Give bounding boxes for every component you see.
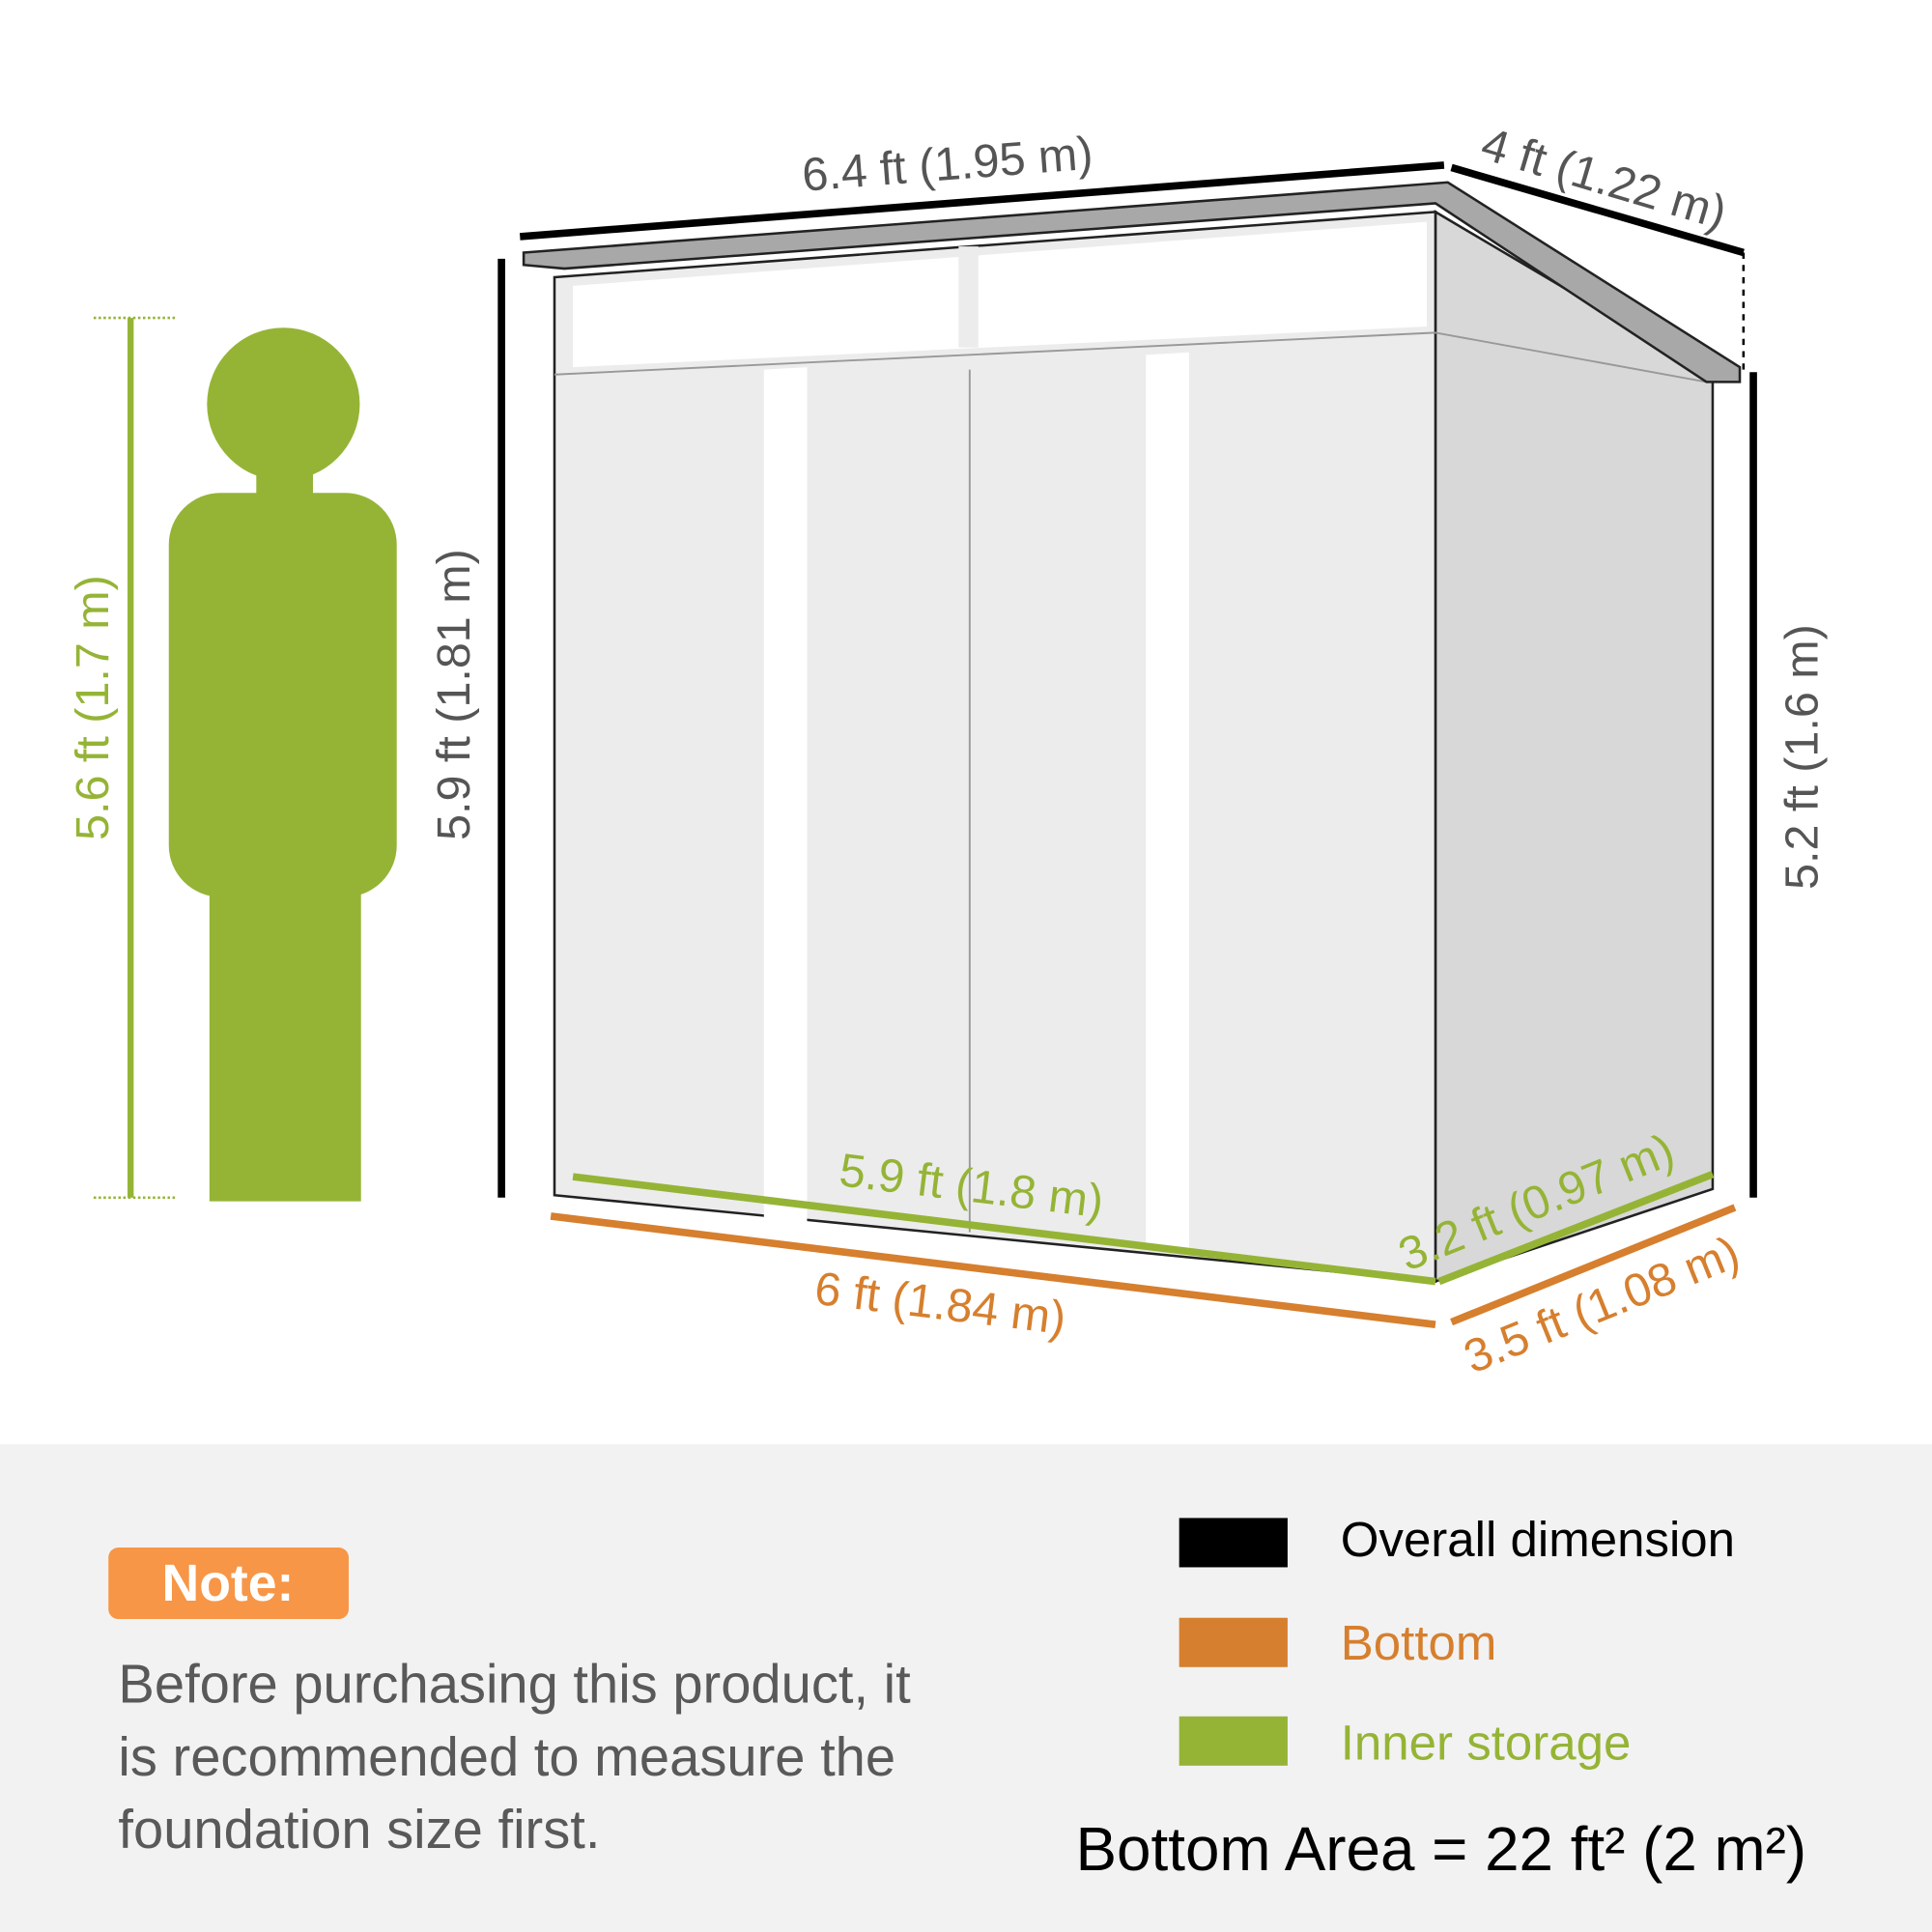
note-line: is recommended to measure the — [118, 1726, 895, 1787]
shed — [522, 181, 1742, 1284]
bottom-dimension-lines — [550, 1204, 1737, 1328]
back-height-label: 5.2 ft (1.6 m) — [1776, 624, 1828, 890]
front-height-label: 5.9 ft (1.81 m) — [428, 549, 480, 840]
legend-label-bottom: Bottom — [1341, 1615, 1497, 1670]
person-height-label: 5.6 ft (1.7 m) — [67, 575, 119, 840]
note-badge — [108, 1548, 349, 1620]
legend-swatch-overall — [1179, 1518, 1288, 1568]
inner-dimension-lines — [572, 1170, 1715, 1286]
legend-label-overall: Overall dimension — [1341, 1512, 1735, 1567]
note-line: Before purchasing this product, it — [118, 1654, 911, 1715]
legend-swatch-bottom — [1179, 1617, 1288, 1667]
bottom-area-label: Bottom Area = 22 ft² (2 m²) — [1076, 1814, 1807, 1884]
overall-dimension-lines — [497, 161, 1757, 1198]
person-silhouette — [168, 327, 397, 1202]
note-label: Note: — [162, 1555, 295, 1612]
shed-roof — [522, 181, 1742, 384]
legend-label-inner: Inner storage — [1341, 1715, 1632, 1770]
note-line: foundation size first. — [118, 1799, 600, 1860]
info-panel — [0, 1443, 1932, 1932]
legend-swatch-inner — [1179, 1716, 1288, 1766]
legend: Overall dimension Bottom Inner storage — [1179, 1512, 1735, 1770]
